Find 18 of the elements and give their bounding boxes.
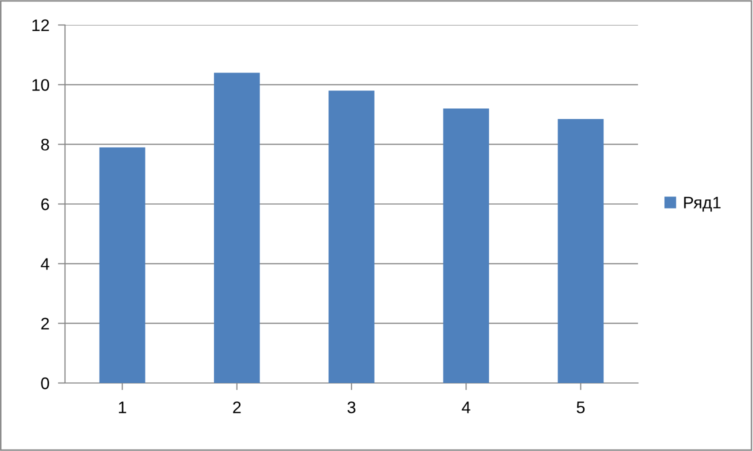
legend-label: Ряд1 (684, 196, 721, 212)
y-tick-label: 10 (32, 79, 50, 91)
bar (328, 90, 374, 383)
bar (558, 118, 604, 383)
x-tick-label: 5 (576, 402, 585, 414)
x-tick-label: 2 (233, 401, 241, 414)
y-tick-label: 12 (32, 19, 49, 32)
y-tick-label: 0 (41, 377, 50, 390)
x-tick-label: 1 (118, 402, 126, 414)
x-tick-label: 4 (462, 402, 470, 414)
bar (99, 147, 146, 383)
y-tick-label: 2 (41, 318, 49, 330)
y-tick-label: 6 (41, 198, 49, 210)
y-tick-label: 4 (40, 258, 50, 270)
bar (214, 72, 260, 383)
bar (443, 108, 490, 383)
x-tick-label: 3 (348, 401, 356, 414)
y-tick-label: 8 (41, 138, 49, 151)
